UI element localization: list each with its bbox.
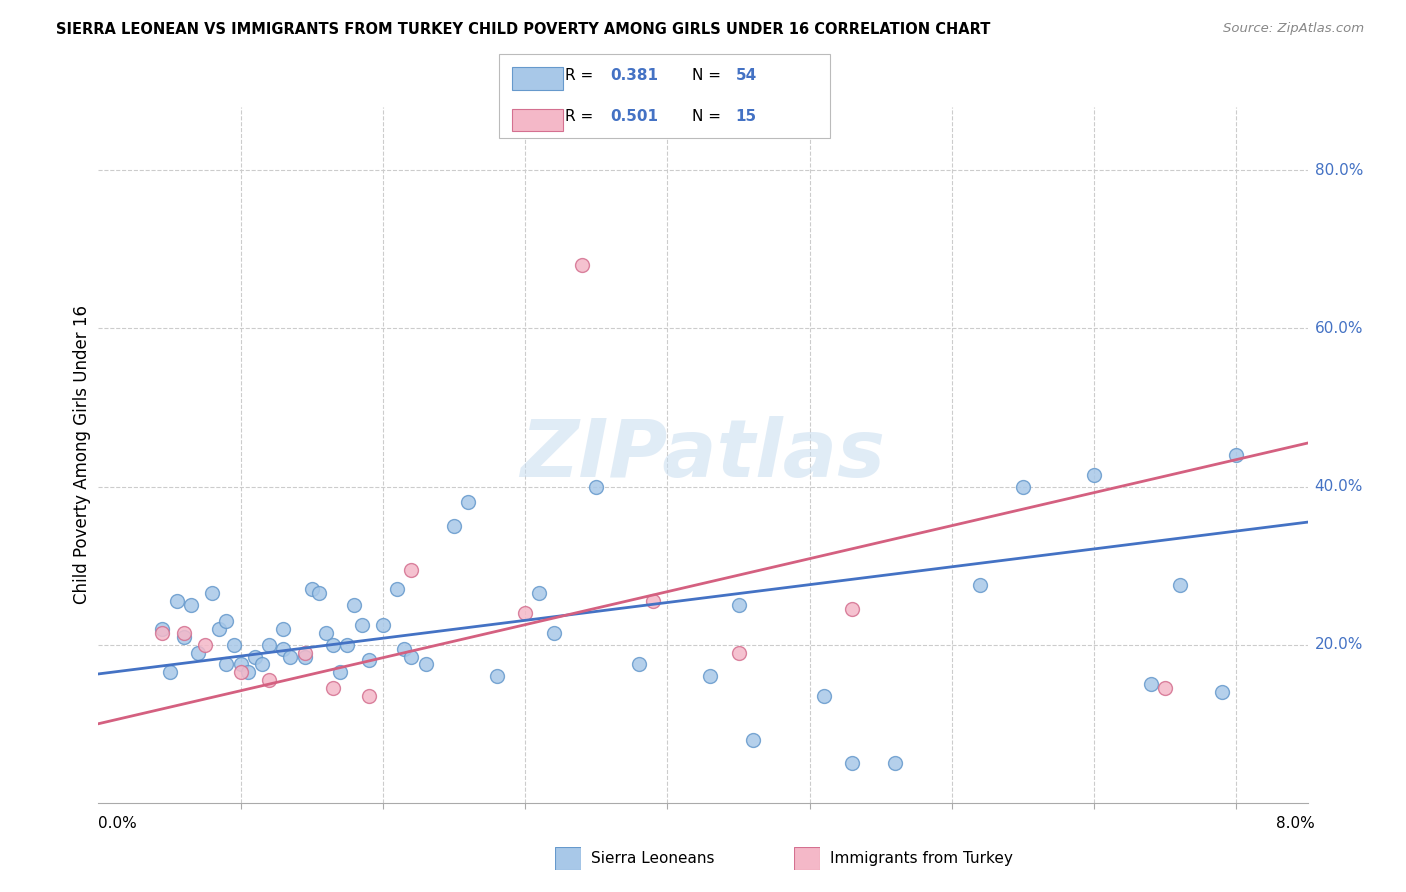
Point (243, 649, 266, 664)
Point (322, 638, 344, 652)
Point (841, 756, 863, 771)
Text: ZIPatlas: ZIPatlas (520, 416, 886, 494)
Point (250, 657, 273, 672)
Point (813, 689, 835, 703)
Point (357, 689, 380, 703)
Text: Immigrants from Turkey: Immigrants from Turkey (830, 852, 1012, 866)
Text: 8.0%: 8.0% (1275, 816, 1315, 831)
Point (315, 625, 337, 640)
Point (401, 649, 423, 664)
Point (571, 258, 593, 272)
Point (273, 641, 295, 656)
Point (357, 653, 380, 667)
Text: Source: ZipAtlas.com: Source: ZipAtlas.com (1223, 22, 1364, 36)
Point (1083, 467, 1105, 482)
Text: N =: N = (692, 109, 727, 124)
Text: 40.0%: 40.0% (1315, 479, 1362, 494)
Point (443, 519, 465, 533)
Point (222, 638, 245, 652)
Point (159, 665, 181, 680)
Point (273, 622, 295, 636)
Bar (512, 68, 564, 90)
Text: 0.501: 0.501 (610, 109, 658, 124)
Point (841, 602, 863, 616)
Point (294, 646, 316, 660)
Text: 54: 54 (735, 68, 756, 83)
Point (529, 586, 551, 600)
Text: SIERRA LEONEAN VS IMMIGRANTS FROM TURKEY CHILD POVERTY AMONG GIRLS UNDER 16 CORR: SIERRA LEONEAN VS IMMIGRANTS FROM TURKEY… (56, 22, 991, 37)
Point (173, 630, 195, 644)
Point (741, 732, 763, 747)
Point (343, 598, 366, 612)
Point (152, 625, 174, 640)
Point (643, 594, 665, 608)
Text: 15: 15 (735, 109, 756, 124)
Point (1168, 578, 1191, 592)
Text: 60.0%: 60.0% (1315, 321, 1362, 336)
Point (257, 673, 280, 688)
Point (1012, 479, 1035, 493)
Text: 0.0%: 0.0% (98, 816, 138, 831)
Text: N =: N = (692, 68, 727, 83)
Point (308, 586, 330, 600)
Point (727, 646, 749, 660)
Point (280, 649, 302, 664)
Point (166, 594, 188, 608)
Point (294, 649, 316, 664)
Point (201, 586, 224, 600)
Point (215, 657, 238, 672)
Point (415, 657, 437, 672)
Point (329, 665, 352, 680)
Point (485, 669, 508, 683)
Point (585, 479, 607, 493)
Point (543, 625, 565, 640)
Point (301, 582, 323, 597)
Point (257, 638, 280, 652)
Point (969, 578, 991, 592)
Point (229, 665, 252, 680)
Point (336, 638, 359, 652)
Point (208, 622, 231, 636)
Point (1211, 685, 1233, 699)
Text: R =: R = (565, 68, 599, 83)
Point (627, 657, 650, 672)
Point (385, 582, 408, 597)
Point (187, 646, 209, 660)
Text: 0.381: 0.381 (610, 68, 658, 83)
Point (180, 598, 202, 612)
Point (173, 625, 195, 640)
Point (727, 598, 749, 612)
Point (152, 622, 174, 636)
Point (884, 756, 907, 771)
Point (401, 563, 423, 577)
Point (1225, 448, 1247, 462)
Text: R =: R = (565, 109, 599, 124)
Text: Sierra Leoneans: Sierra Leoneans (591, 852, 714, 866)
Point (322, 681, 344, 695)
Point (215, 614, 238, 628)
Y-axis label: Child Poverty Among Girls Under 16: Child Poverty Among Girls Under 16 (73, 305, 91, 605)
Point (457, 495, 479, 509)
Point (229, 657, 252, 672)
Text: 80.0%: 80.0% (1315, 163, 1362, 178)
Point (1140, 677, 1163, 691)
Text: 20.0%: 20.0% (1315, 637, 1362, 652)
Point (350, 618, 373, 632)
Bar (512, 109, 564, 131)
Point (371, 618, 394, 632)
Point (394, 641, 416, 656)
Point (236, 665, 259, 680)
Point (699, 669, 721, 683)
Point (1154, 681, 1177, 695)
Point (194, 638, 217, 652)
Point (515, 606, 537, 620)
